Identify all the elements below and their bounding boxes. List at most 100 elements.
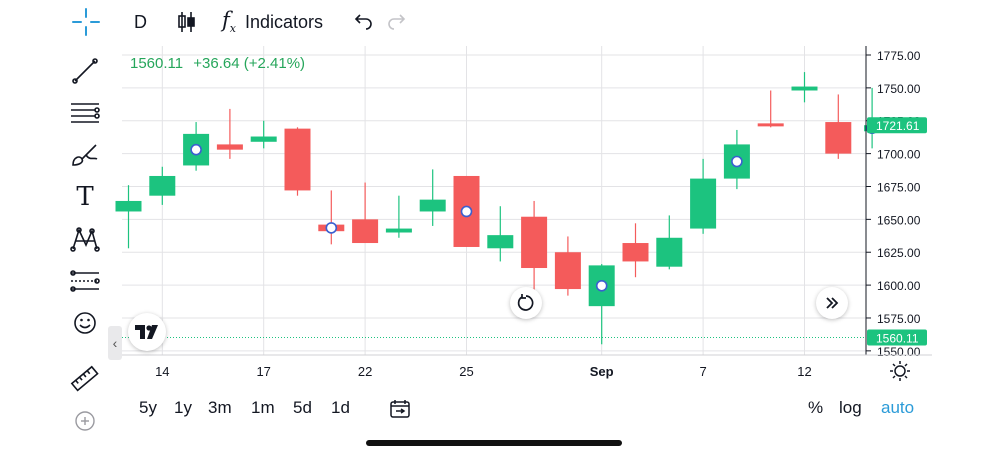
y-tick-label: 1550.00: [877, 345, 921, 359]
calendar-range-icon: [390, 400, 410, 418]
x-tick-label: 25: [459, 364, 473, 379]
event-marker: [190, 143, 202, 156]
chart-type-button[interactable]: [177, 8, 197, 36]
indicators-button[interactable]: fx Indicators: [222, 8, 323, 36]
brush-tool[interactable]: [68, 138, 102, 172]
y-tick-label: 1775.00: [877, 49, 921, 63]
candle: [791, 72, 818, 103]
current-price-label-bg: [867, 117, 927, 134]
indicators-icon: fx: [222, 8, 236, 36]
log-scale-toggle[interactable]: log: [839, 398, 862, 417]
pattern-tool[interactable]: [68, 222, 102, 256]
candle-body: [385, 228, 412, 233]
candle: [757, 90, 784, 128]
trend-line-icon: [72, 58, 98, 84]
crosshair-icon: [72, 8, 100, 36]
fib-retracement-tool[interactable]: [68, 96, 102, 130]
last-price-label-bg: [867, 329, 927, 346]
candle-body: [791, 86, 818, 91]
candle: [115, 185, 142, 249]
event-marker: [595, 279, 608, 292]
timeframe-3m[interactable]: 3m: [208, 398, 232, 417]
candle: [318, 190, 345, 245]
redo-icon: [388, 14, 406, 30]
scroll-to-realtime-button[interactable]: [816, 287, 848, 319]
candle: [690, 158, 717, 234]
timeframe-5d[interactable]: 5d: [293, 398, 312, 417]
chevron-left-icon: ‹: [112, 335, 118, 351]
candle: [723, 129, 750, 190]
candle: [487, 206, 514, 262]
event-marker: [460, 205, 473, 218]
x-tick-label: 7: [699, 364, 706, 379]
ruler-tool[interactable]: [68, 362, 102, 396]
candle: [554, 236, 581, 296]
date-range-button[interactable]: [389, 398, 411, 425]
time-axis[interactable]: 14 17 22 25 Sep 7 12: [122, 354, 932, 379]
event-marker: [731, 155, 743, 168]
candle-body: [352, 219, 379, 244]
reset-chart-button[interactable]: [510, 287, 542, 319]
candle-body: [656, 237, 683, 267]
timeframe-1d[interactable]: 1d: [331, 398, 350, 417]
candle-body: [622, 243, 649, 262]
x-tick-label: 22: [358, 364, 372, 379]
candle-body: [757, 123, 784, 127]
candle: [250, 120, 277, 149]
candles: [115, 72, 879, 345]
text-tool[interactable]: T: [68, 180, 102, 214]
price-legend: 1560.11 +36.64 (+2.41%): [130, 55, 305, 72]
candle: [656, 215, 683, 270]
last-price-label: 1560.11: [876, 332, 919, 346]
fib-retracement-icon: [71, 103, 100, 123]
ruler-icon: [70, 365, 99, 392]
x-tick-label: 12: [797, 364, 811, 379]
emoji-tool[interactable]: [68, 306, 102, 340]
x-tick-label: 14: [155, 364, 169, 379]
candle-body: [521, 216, 548, 269]
emoji-icon: [74, 312, 96, 334]
undo-button[interactable]: [354, 8, 374, 36]
candle-body: [487, 235, 514, 249]
double-chevron-right-icon: [826, 297, 839, 309]
collapse-toolbar-button[interactable]: ‹: [108, 326, 122, 360]
candle-body: [149, 175, 176, 196]
candle: [453, 175, 480, 247]
timeframe-1m[interactable]: 1m: [251, 398, 275, 417]
candle: [622, 223, 649, 278]
y-tick-label: 1625.00: [877, 246, 921, 260]
forecast-tool[interactable]: [68, 264, 102, 298]
crosshair-tool[interactable]: [70, 8, 102, 36]
y-tick-label: 1750.00: [877, 82, 921, 96]
auto-scale-toggle[interactable]: auto: [881, 398, 915, 417]
forecast-icon: [70, 270, 100, 292]
event-marker: [325, 222, 338, 234]
timeframe-1y[interactable]: 1y: [174, 398, 192, 417]
undo-icon: [354, 14, 372, 30]
y-tick-label: 1700.00: [877, 148, 921, 162]
chart-grid: [122, 46, 866, 355]
y-tick-label: 1650.00: [877, 213, 921, 227]
candle: [521, 200, 548, 296]
candle-body: [690, 178, 717, 229]
x-tick-label: Sep: [590, 364, 614, 379]
reset-icon: [517, 294, 534, 311]
candle-body: [115, 200, 142, 212]
percent-scale-toggle[interactable]: %: [808, 398, 824, 417]
interval-button[interactable]: D: [134, 11, 147, 32]
tradingview-logo-icon: [135, 325, 158, 339]
redo-button[interactable]: [386, 8, 406, 36]
legend-change: +36.64 (+2.41%): [193, 55, 306, 72]
price-axis[interactable]: 1550.00 1575.00 1600.00 1625.00 1650.00 1675.…: [865, 46, 927, 359]
legend-price: 1560.11: [130, 55, 184, 72]
trend-line-tool[interactable]: [68, 54, 102, 88]
timeframe-5y[interactable]: 5y: [139, 398, 157, 417]
candle: [419, 169, 446, 226]
x-tick-label: 17: [256, 364, 270, 379]
home-indicator: [366, 440, 622, 446]
chart-settings-button[interactable]: [889, 360, 911, 382]
y-tick-label: 1575.00: [877, 312, 921, 326]
zoom-in-tool[interactable]: [68, 404, 102, 438]
tradingview-logo[interactable]: [128, 313, 166, 351]
